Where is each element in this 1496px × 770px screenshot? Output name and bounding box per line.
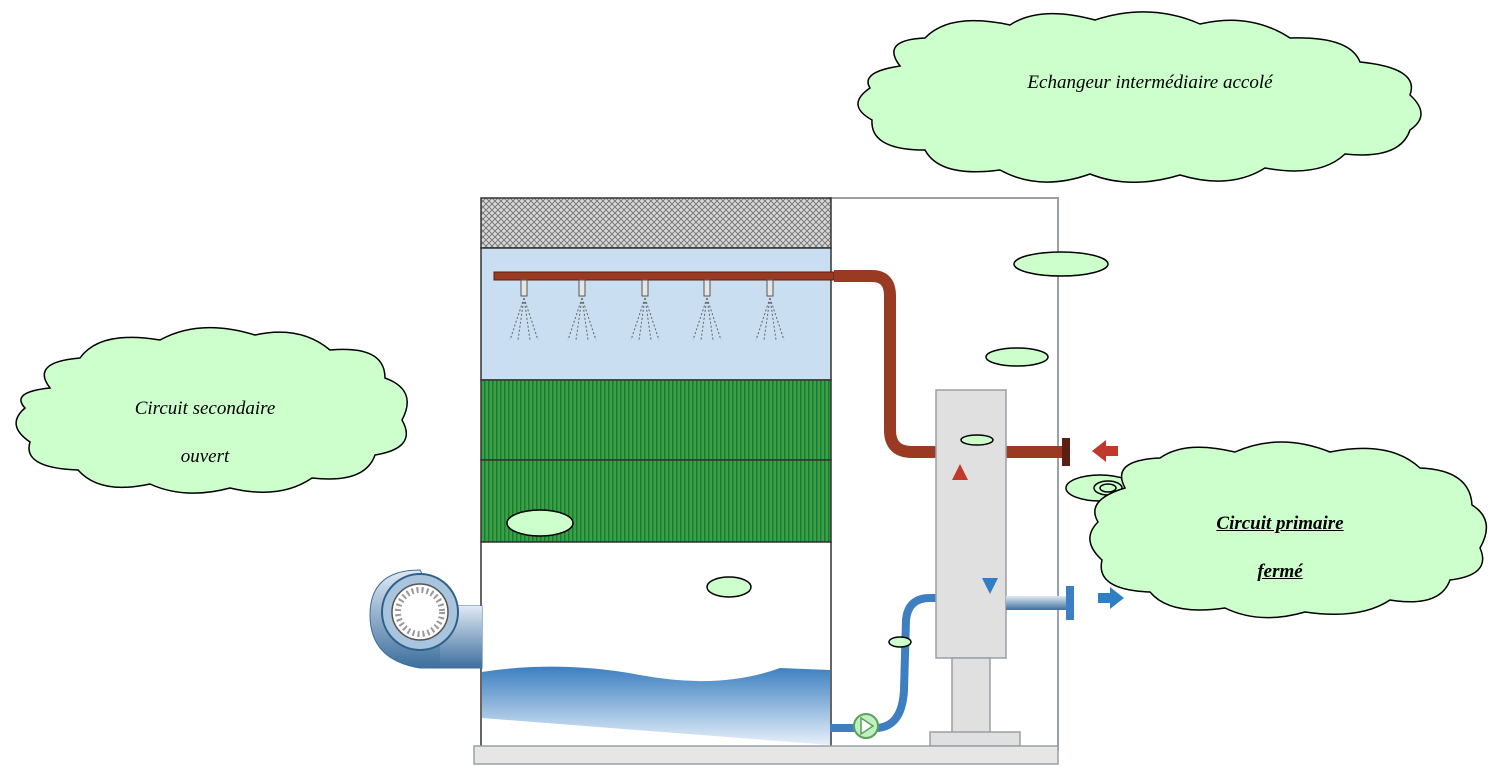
spray-nozzles bbox=[509, 279, 785, 341]
callout-primaire-line1: Circuit primaire bbox=[1216, 513, 1344, 534]
water-basin bbox=[482, 666, 830, 745]
cloud-primaire bbox=[1089, 441, 1488, 619]
cold-return-pipe bbox=[830, 594, 948, 739]
callout-tail-ovals bbox=[506, 251, 1135, 648]
nozzle bbox=[630, 279, 660, 341]
callout-secondaire-line2: ouvert bbox=[180, 446, 230, 467]
nozzle bbox=[567, 279, 597, 341]
callout-primaire-line2: fermé bbox=[1257, 561, 1303, 582]
callout-secondaire-text: Circuit secondaire ouvert bbox=[60, 385, 350, 481]
nozzle bbox=[509, 279, 539, 341]
callout-primaire-text: Circuit primaire fermé bbox=[1160, 500, 1400, 596]
cloud-secondaire bbox=[15, 326, 408, 494]
fill-pack-upper bbox=[480, 379, 832, 461]
cold-outlet-arrow-icon bbox=[1098, 587, 1124, 609]
base-plate bbox=[473, 745, 1059, 765]
callout-echangeur-text: Echangeur intermédiaire accolé bbox=[950, 72, 1350, 94]
nozzle bbox=[692, 279, 722, 341]
drift-eliminator bbox=[480, 197, 832, 249]
spray-zone bbox=[480, 247, 832, 381]
callout-echangeur-label: Echangeur intermédiaire accolé bbox=[1027, 72, 1273, 93]
fan bbox=[369, 569, 483, 669]
hot-inlet-arrow-icon bbox=[1092, 440, 1118, 462]
primary-connections bbox=[1006, 440, 1124, 620]
cloud-echangeur bbox=[857, 11, 1422, 183]
nozzle bbox=[755, 279, 785, 341]
callout-secondaire-line1: Circuit secondaire bbox=[134, 398, 276, 419]
spray-header bbox=[493, 270, 1070, 466]
